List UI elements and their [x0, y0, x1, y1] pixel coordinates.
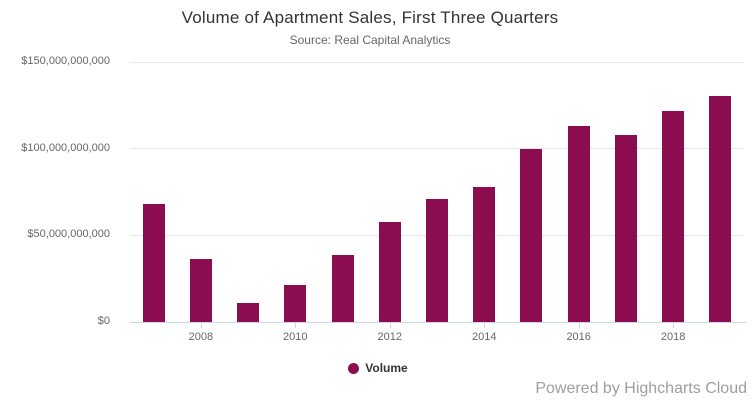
y-axis-label: $100,000,000,000 — [21, 141, 110, 154]
legend-item-volume[interactable]: Volume — [348, 361, 408, 375]
x-axis-tick — [578, 322, 580, 328]
bar-2008[interactable] — [189, 258, 212, 322]
credits-link[interactable]: Powered by Highcharts Cloud — [535, 380, 747, 397]
x-axis-label: 2008 — [188, 331, 214, 343]
x-axis-tick — [389, 322, 391, 328]
x-axis-label: 2012 — [377, 331, 402, 343]
bar-2007[interactable] — [142, 204, 165, 322]
x-axis-tick — [295, 322, 297, 328]
x-axis-line — [130, 322, 746, 323]
bar-2009[interactable] — [237, 302, 260, 322]
grid-line — [130, 148, 744, 150]
x-axis-label: 2018 — [660, 331, 686, 343]
bar-2012[interactable] — [378, 221, 401, 322]
bar-2016[interactable] — [567, 126, 590, 322]
bar-2010[interactable] — [284, 285, 307, 322]
x-axis-label: 2016 — [566, 331, 591, 343]
legend-marker-icon — [348, 362, 360, 374]
x-axis-label: 2010 — [283, 331, 308, 343]
x-axis-tick — [673, 322, 675, 328]
bar-2015[interactable] — [520, 149, 543, 322]
bar-2013[interactable] — [426, 198, 448, 322]
bar-2011[interactable] — [331, 254, 354, 322]
y-axis-label: $0 — [97, 315, 110, 327]
bar-2018[interactable] — [662, 111, 685, 322]
chart-subtitle: Source: Real Capital Analytics — [289, 33, 451, 47]
chart-title: Volume of Apartment Sales, First Three Q… — [181, 8, 559, 27]
x-axis-label: 2014 — [471, 331, 497, 343]
y-axis-label: $50,000,000,000 — [27, 228, 110, 241]
bar-2014[interactable] — [473, 186, 496, 322]
bar-2017[interactable] — [614, 134, 637, 322]
legend-label: Volume — [365, 361, 408, 375]
x-axis-tick — [484, 322, 486, 328]
bar-2019[interactable] — [709, 95, 732, 322]
x-axis-tick — [200, 322, 202, 328]
legend: Volume — [0, 361, 756, 375]
grid-line — [130, 61, 744, 63]
y-axis-label: $150,000,000,000 — [21, 55, 110, 67]
